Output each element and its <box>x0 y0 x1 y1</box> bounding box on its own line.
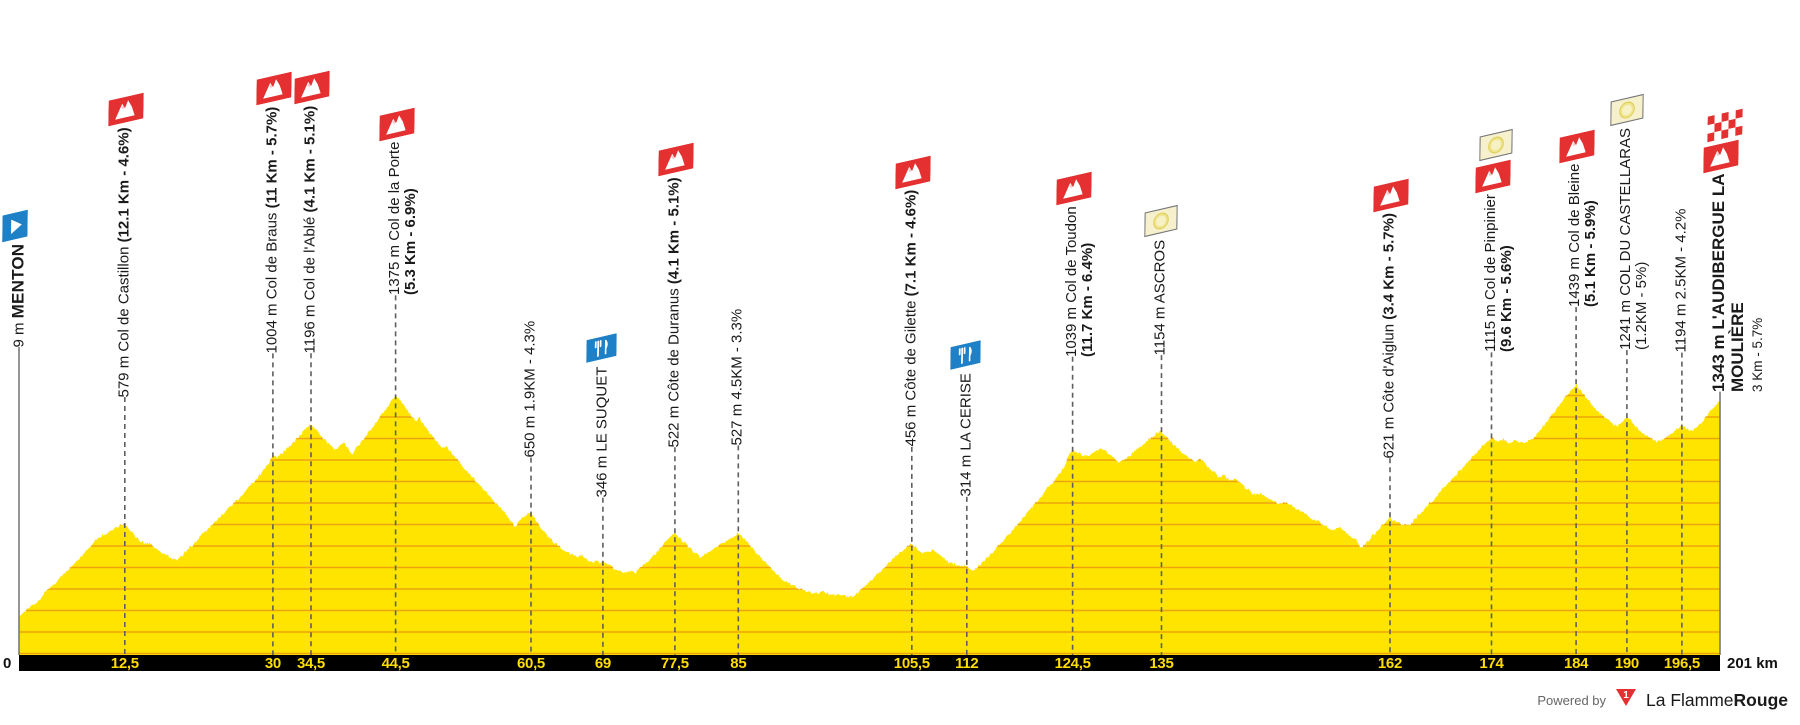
la-flamme-rouge-logo: Powered by 1 La Flamme Rouge <box>1537 688 1788 713</box>
axis-end-label: 201 km <box>1727 655 1778 672</box>
category-climb-icon <box>1373 178 1409 213</box>
sprint-icon <box>1478 129 1513 162</box>
category-climb-icon <box>1055 171 1092 206</box>
svg-text:1: 1 <box>1623 690 1629 701</box>
category-climb-icon <box>1474 159 1511 194</box>
category-climb-icon <box>1559 129 1595 164</box>
axis-tick-12-5: 12,5 <box>110 655 139 672</box>
axis-tick-77-5: 77,5 <box>660 655 689 672</box>
sprint-icon <box>1144 204 1179 238</box>
feed-zone-icon <box>950 340 981 370</box>
axis-tick-135: 135 <box>1149 655 1174 672</box>
axis-tick-174: 174 <box>1479 655 1504 672</box>
feed-zone-icon <box>586 332 617 363</box>
category-climb-icon <box>294 70 330 105</box>
finish-flag-icon <box>1707 108 1743 142</box>
axis-tick-112: 112 <box>955 655 979 672</box>
axis-tick-124-5: 124,5 <box>1054 655 1091 672</box>
axis-tick-105-5: 105,5 <box>893 655 930 672</box>
brand-bold: Rouge <box>1733 690 1788 710</box>
axis-tick-162: 162 <box>1377 655 1403 672</box>
flag-icon: 1 <box>1615 688 1637 713</box>
category-climb-icon <box>256 71 292 106</box>
category-climb-icon <box>108 92 144 127</box>
axis-tick-0: 0 <box>3 655 12 672</box>
axis-tick-69: 69 <box>594 655 611 672</box>
axis-tick-196-5: 196,5 <box>1663 655 1700 672</box>
category-climb-icon <box>378 107 415 142</box>
category-climb-icon <box>658 142 694 177</box>
axis-tick-60-5: 60,5 <box>516 655 545 672</box>
brand-regular: La Flamme <box>1646 690 1734 710</box>
axis-tick-190: 190 <box>1614 655 1639 672</box>
category-climb-icon <box>895 155 931 190</box>
start-icon <box>2 209 28 243</box>
axis-tick-30: 30 <box>264 655 281 672</box>
axis-tick-85: 85 <box>730 655 747 672</box>
elevation-area <box>19 383 1720 655</box>
axis-tick-184: 184 <box>1564 655 1589 672</box>
category-climb-icon <box>1703 139 1739 173</box>
powered-by-label: Powered by <box>1537 693 1607 708</box>
axis-tick-44-5: 44,5 <box>381 655 410 672</box>
axis-tick-34-5: 34,5 <box>296 655 325 672</box>
km-axis-bar <box>19 655 1720 671</box>
sprint-icon <box>1610 93 1644 127</box>
brand-text: La Flamme Rouge <box>1646 690 1788 711</box>
